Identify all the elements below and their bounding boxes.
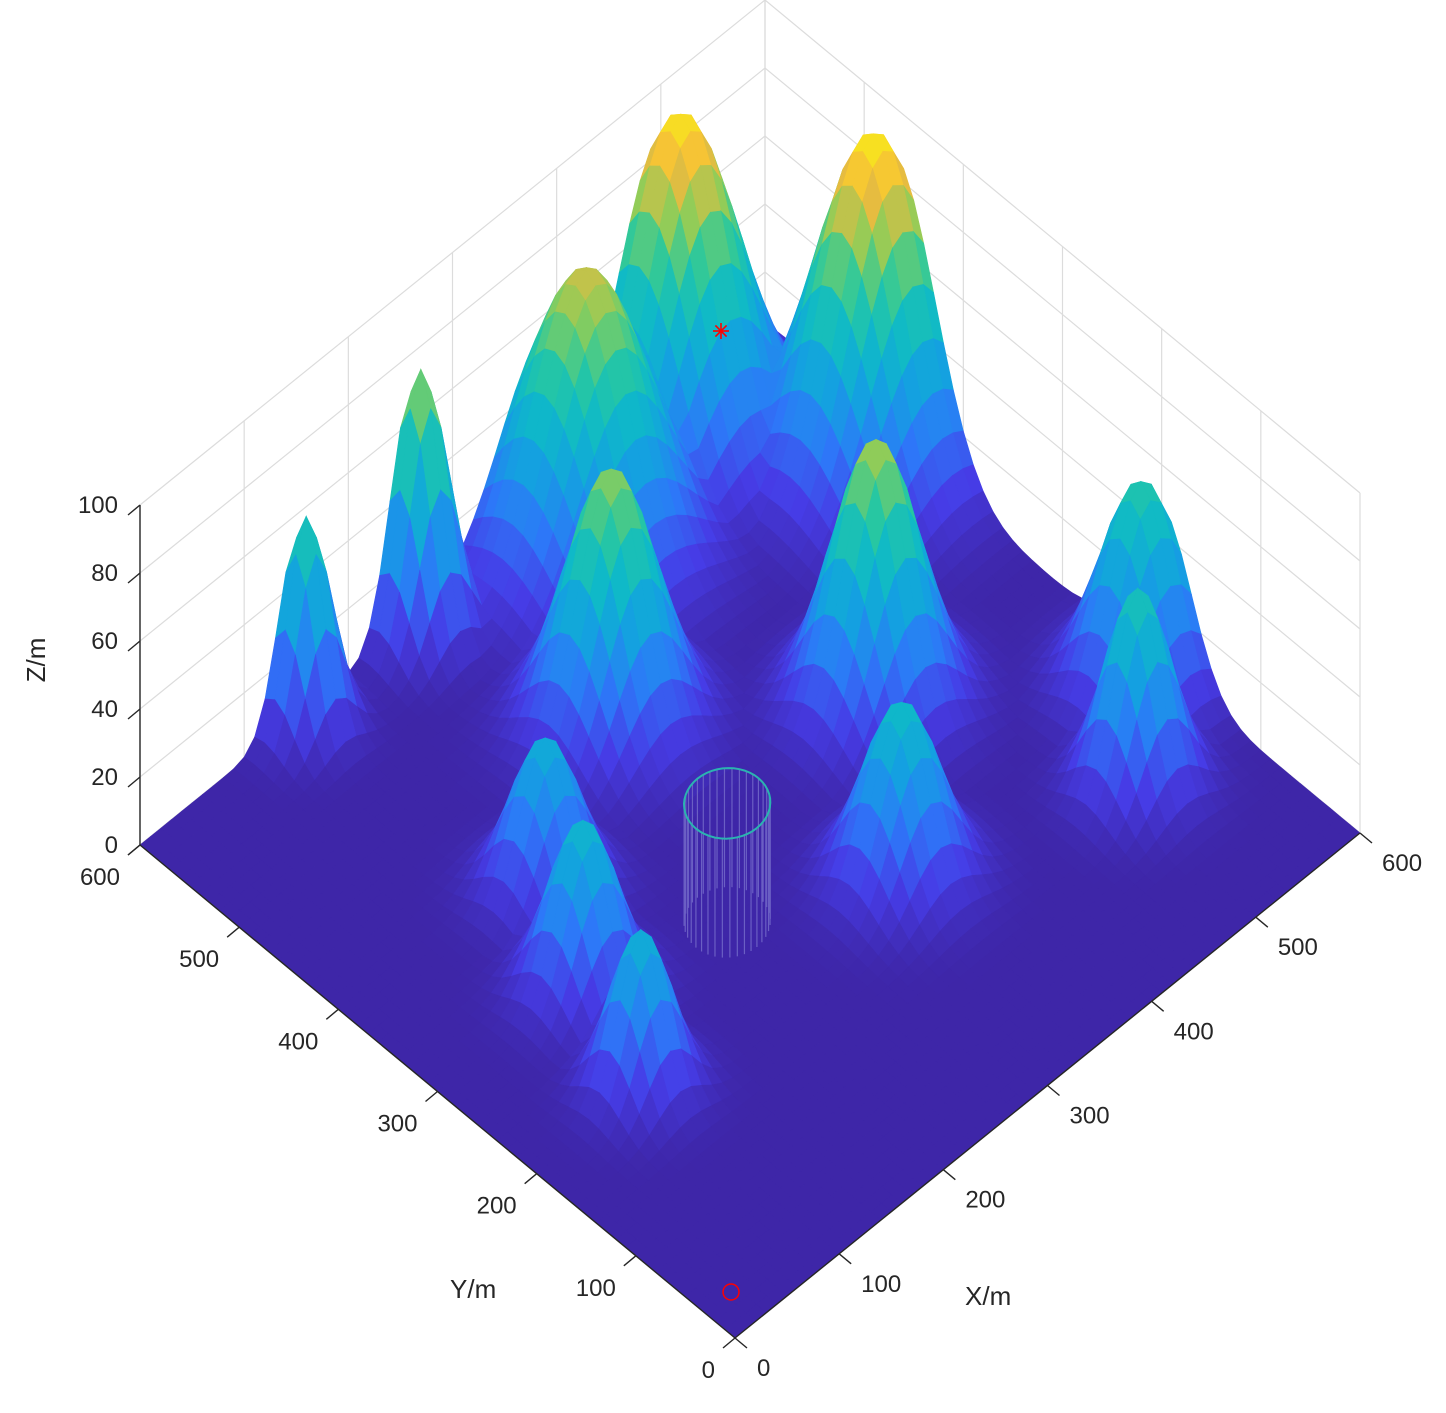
z-tick-mark — [127, 708, 141, 720]
z-tick-label: 60 — [91, 628, 118, 655]
y-tick-mark — [722, 1337, 736, 1349]
x-tick-mark — [1255, 916, 1269, 928]
y-tick-mark — [524, 1173, 538, 1185]
y-tick-label: 500 — [179, 946, 219, 973]
x-tick-label: 100 — [861, 1271, 901, 1298]
y-tick-label: 400 — [278, 1028, 318, 1055]
x-tick-mark — [1359, 832, 1373, 844]
z-tick-label: 100 — [78, 492, 118, 519]
x-tick-label: 300 — [1070, 1103, 1110, 1130]
x-tick-mark — [838, 1253, 852, 1265]
x-tick-mark — [1047, 1084, 1060, 1097]
z-ticks: 0 20 40 60 80 100 — [78, 492, 141, 859]
grid-line — [139, 135, 1361, 642]
y-tick-mark — [226, 926, 240, 938]
obstacle-cylinder — [682, 767, 772, 958]
z-tick-mark — [127, 504, 141, 516]
y-tick-mark — [425, 1090, 438, 1103]
z-tick-mark — [127, 844, 141, 856]
x-tick-label: 500 — [1278, 934, 1318, 961]
y-tick-label: 100 — [576, 1275, 616, 1302]
y-tick-label: 600 — [80, 864, 120, 891]
y-tick-label: 300 — [377, 1111, 417, 1138]
z-tick-mark — [127, 640, 141, 652]
z-tick-label: 0 — [105, 832, 118, 859]
x-tick-label: 600 — [1382, 850, 1422, 877]
grid-line — [139, 67, 1361, 574]
x-tick-mark — [1151, 1000, 1165, 1012]
x-tick-label: 400 — [1174, 1018, 1214, 1045]
surface-layer — [139, 113, 1361, 1339]
x-tick-mark — [942, 1169, 956, 1181]
z-tick-label: 20 — [91, 764, 118, 791]
z-tick-label: 80 — [91, 560, 118, 587]
z-tick-mark — [127, 572, 141, 584]
y-axis-label: Y/m — [450, 1274, 496, 1304]
obstacle-top-ring — [682, 767, 772, 840]
marker-layer — [713, 323, 740, 1301]
z-tick-label: 40 — [91, 696, 118, 723]
goal-marker — [713, 323, 729, 339]
x-axis-label: X/m — [965, 1281, 1011, 1311]
y-tick-label: 200 — [477, 1193, 517, 1220]
y-tick-mark — [325, 1008, 339, 1020]
x-tick-mark — [734, 1337, 748, 1349]
y-tick-label: 0 — [702, 1357, 715, 1384]
x-tick-label: 0 — [757, 1355, 770, 1382]
start-marker — [722, 1283, 740, 1301]
z-tick-mark — [127, 776, 141, 788]
goal-marker-stroke — [714, 324, 728, 338]
y-tick-mark — [623, 1255, 637, 1267]
x-ticks: 0 100 200 300 400 500 600 — [734, 832, 1422, 1382]
grid-line — [139, 0, 1361, 506]
y-ticks: 0 100 200 300 400 500 600 — [80, 844, 736, 1384]
z-axis-label: Z/m — [21, 638, 51, 683]
x-tick-label: 200 — [965, 1187, 1005, 1214]
